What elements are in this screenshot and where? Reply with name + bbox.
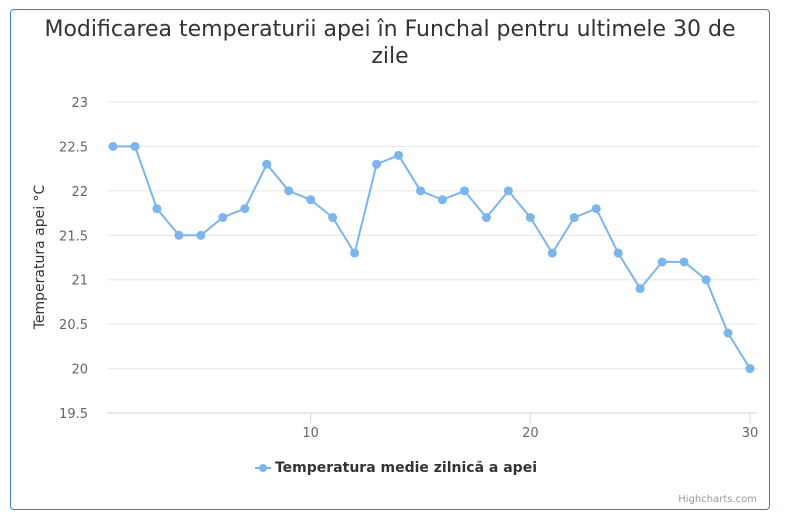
data-point (723, 328, 733, 338)
data-point (196, 230, 206, 240)
data-point (525, 213, 535, 223)
data-point (108, 141, 118, 151)
y-tick-label: 20 (71, 363, 88, 378)
data-point (503, 186, 513, 196)
y-tick-label: 21.5 (59, 229, 88, 244)
data-point (174, 230, 184, 240)
x-tick-label: 10 (302, 426, 319, 441)
data-point (262, 159, 272, 169)
x-tick-label: 30 (742, 426, 759, 441)
data-point (459, 186, 469, 196)
data-point (328, 213, 338, 223)
data-point (240, 204, 250, 214)
series-line (113, 145, 751, 370)
data-point (679, 257, 689, 267)
y-tick-label: 22.5 (59, 140, 88, 155)
y-tick-label: 23 (71, 96, 88, 111)
legend[interactable]: Temperatura medie zilnică a apei (0, 460, 792, 477)
data-point (372, 159, 382, 169)
y-tick-label: 22 (71, 185, 88, 200)
data-point (394, 150, 404, 160)
y-tick-label: 21 (71, 274, 88, 289)
chart-container (10, 9, 770, 510)
credits-link[interactable]: Highcharts.com (678, 494, 757, 505)
data-point (569, 213, 579, 223)
legend-item[interactable]: Temperatura medie zilnică a apei (254, 460, 537, 476)
data-point (152, 204, 162, 214)
data-point (591, 204, 601, 214)
chart-title: Modificarea temperaturii apei în Funchal… (44, 17, 736, 69)
y-tick-label: 19.5 (59, 407, 88, 422)
x-tick-label: 20 (522, 426, 539, 441)
data-point (284, 186, 294, 196)
legend-marker-icon (254, 463, 271, 473)
legend-label: Temperatura medie zilnică a apei (274, 460, 537, 476)
data-point (306, 195, 316, 205)
data-point (130, 141, 140, 151)
data-point (481, 213, 491, 223)
y-tick-label: 20.5 (59, 318, 88, 333)
data-point (416, 186, 426, 196)
data-point (657, 257, 667, 267)
data-point (613, 248, 623, 258)
y-axis-label: Temperatura apei °C (32, 184, 48, 330)
data-point (218, 213, 228, 223)
data-point (437, 195, 447, 205)
data-point (635, 284, 645, 294)
data-point (350, 248, 360, 258)
data-point (547, 248, 557, 258)
data-point (701, 275, 711, 285)
data-point (745, 364, 755, 374)
